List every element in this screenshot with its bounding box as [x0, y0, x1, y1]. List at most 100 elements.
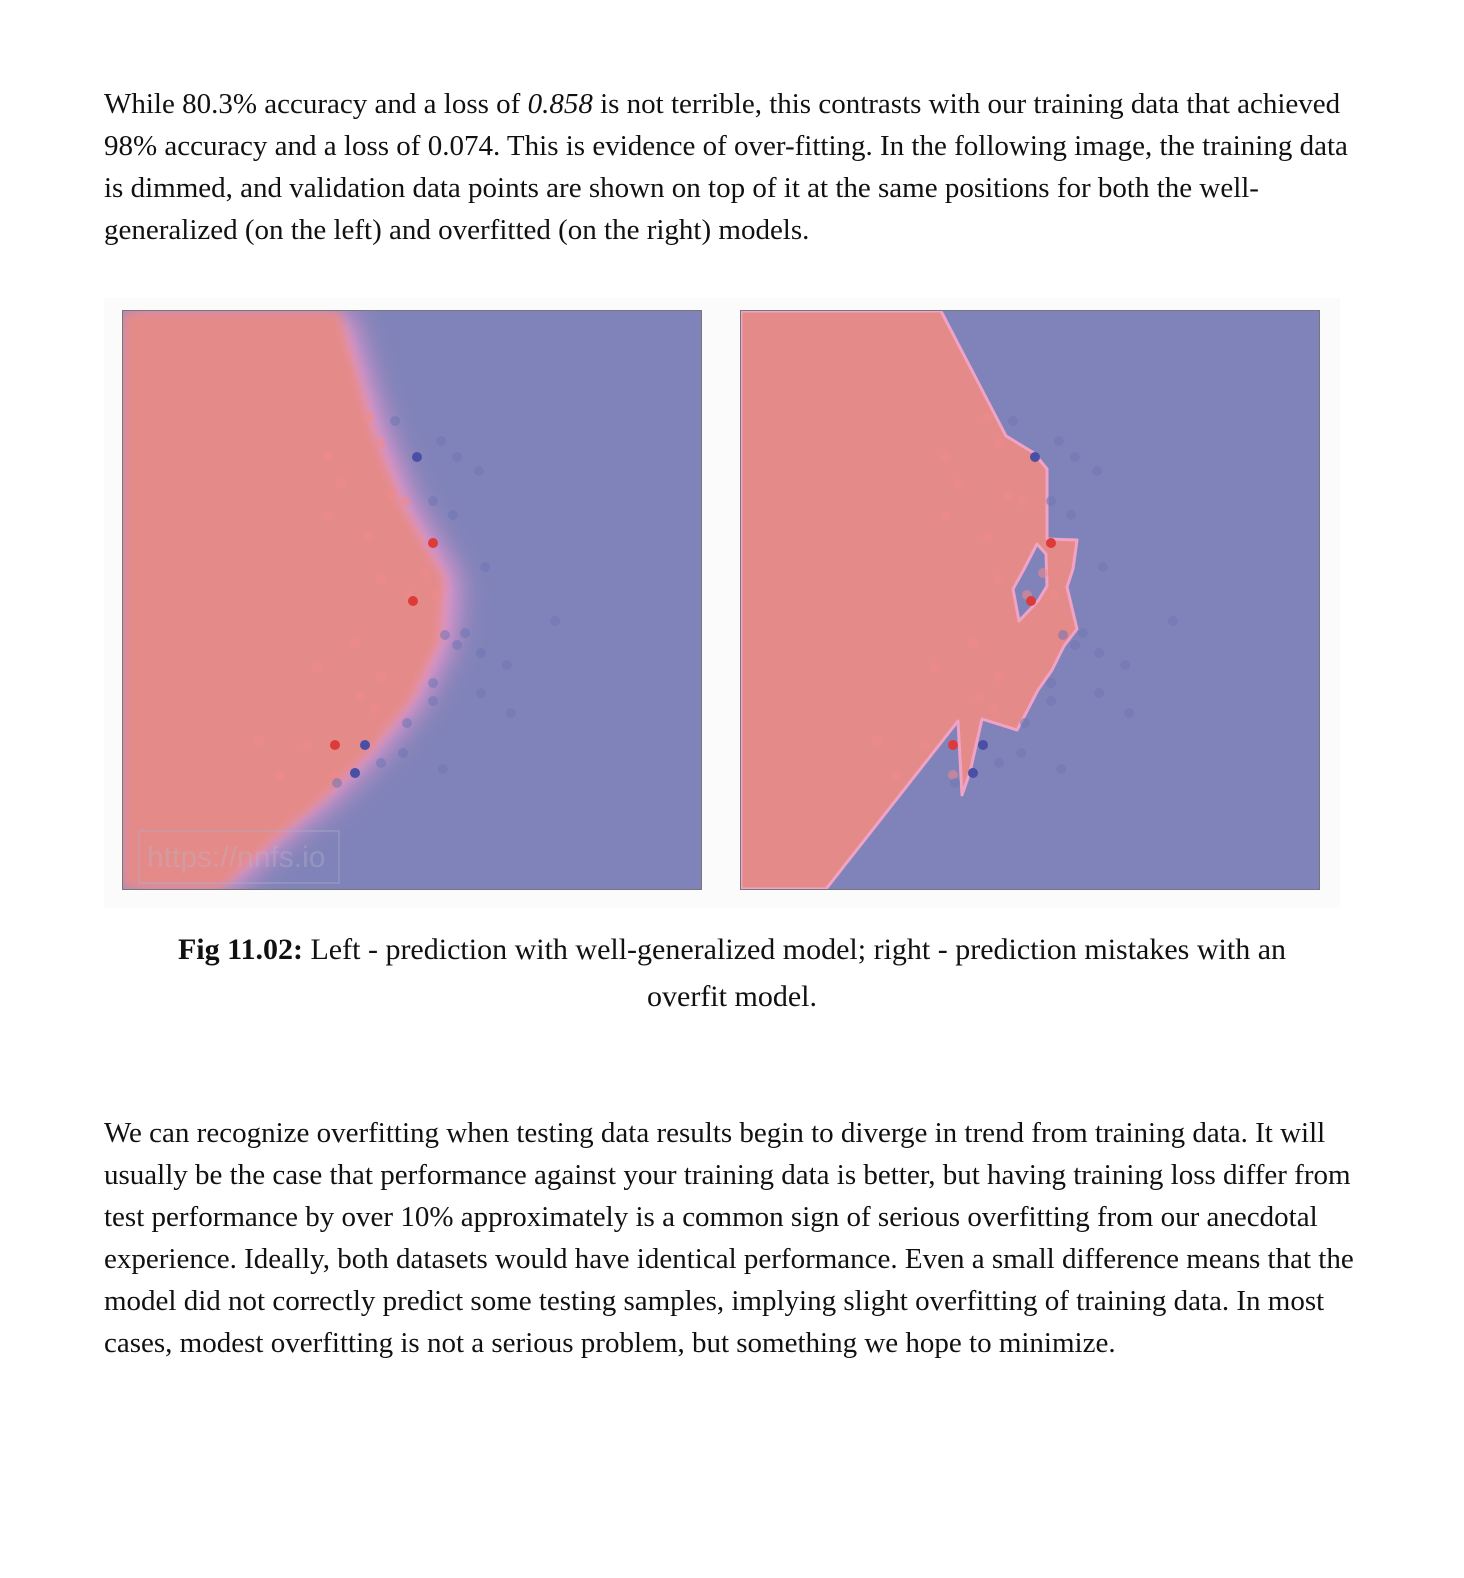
intro-paragraph-start: While 80.3% accuracy and a loss of — [104, 88, 528, 120]
validation-point-red — [330, 740, 340, 750]
training-point-red — [376, 574, 386, 584]
validation-point-red — [428, 538, 438, 548]
loss-value-italic: 0.858 — [527, 88, 593, 120]
training-point-red — [364, 412, 374, 422]
figure-label: Fig 11.02: — [177, 933, 303, 966]
training-point-blue — [390, 416, 400, 426]
training-point-blue — [1020, 718, 1030, 728]
training-point-blue — [398, 748, 408, 758]
overfitting-paragraph: We can recognize overfitting when testin… — [104, 1117, 1354, 1359]
validation-point-blue — [968, 768, 978, 778]
training-points-dimmed — [254, 412, 560, 788]
validation-point-red — [948, 740, 958, 750]
training-point-blue — [448, 510, 458, 520]
figure-caption: Fig 11.02: Left - prediction with well-g… — [140, 926, 1324, 1020]
validation-point-blue — [350, 768, 360, 778]
red-class-region — [741, 311, 1079, 889]
training-point-red — [364, 532, 374, 542]
training-point-red — [386, 490, 396, 500]
training-point-blue — [428, 496, 438, 506]
training-point-blue — [402, 718, 412, 728]
training-point-red — [370, 704, 380, 714]
training-point-blue — [950, 778, 960, 788]
training-point-red — [872, 736, 882, 746]
training-point-red — [356, 692, 366, 702]
training-point-blue — [1046, 678, 1056, 688]
training-point-blue — [1066, 510, 1076, 520]
training-point-blue — [1094, 648, 1104, 658]
training-point-red — [941, 452, 951, 462]
training-point-blue — [1070, 640, 1080, 650]
validation-point-red — [1046, 538, 1056, 548]
training-point-blue — [428, 678, 438, 688]
training-point-blue — [332, 778, 342, 788]
validation-point-red — [408, 596, 418, 606]
training-point-blue — [1054, 436, 1064, 446]
training-point-blue — [506, 708, 516, 718]
training-point-blue — [1098, 562, 1108, 572]
training-point-blue — [1094, 688, 1104, 698]
training-point-red — [336, 478, 346, 488]
overfit-model-plot — [740, 310, 1320, 890]
training-point-blue — [1078, 628, 1088, 638]
training-point-red — [420, 568, 430, 578]
training-point-blue — [438, 764, 448, 774]
training-point-red — [323, 511, 333, 521]
watermark: https://nnfs.io — [138, 830, 340, 884]
training-point-red — [1049, 590, 1059, 600]
training-point-red — [982, 532, 992, 542]
training-point-blue — [428, 696, 438, 706]
training-point-red — [376, 672, 386, 682]
training-point-blue — [376, 758, 386, 768]
training-point-red — [988, 704, 998, 714]
training-point-red — [994, 438, 1004, 448]
training-point-red — [1018, 496, 1028, 506]
training-point-blue — [460, 628, 470, 638]
training-point-red — [974, 692, 984, 702]
training-point-red — [982, 412, 992, 422]
validation-points — [330, 452, 438, 778]
training-point-red — [968, 638, 978, 648]
watermark-text: https://nnfs.io — [147, 841, 325, 874]
training-point-blue — [994, 758, 1004, 768]
training-point-red — [376, 438, 386, 448]
training-point-red — [1038, 568, 1048, 578]
training-point-blue — [1058, 630, 1068, 640]
training-point-blue — [436, 436, 446, 446]
validation-point-blue — [1030, 452, 1040, 462]
training-point-red — [323, 452, 333, 462]
validation-point-blue — [360, 740, 370, 750]
training-point-red — [892, 770, 902, 780]
training-point-red — [920, 740, 930, 750]
validation-point-red — [1026, 596, 1036, 606]
well-generalized-model-plot: https://nnfs.io — [122, 310, 702, 890]
training-point-blue — [452, 640, 462, 650]
training-point-blue — [1016, 748, 1026, 758]
training-point-red — [330, 770, 340, 780]
training-point-red — [254, 736, 264, 746]
training-point-blue — [502, 660, 512, 670]
training-point-blue — [476, 648, 486, 658]
training-point-blue — [440, 630, 450, 640]
training-point-blue — [1124, 708, 1134, 718]
training-point-blue — [476, 688, 486, 698]
well-generalized-decision-map: https://nnfs.io — [123, 311, 701, 889]
training-point-red — [954, 478, 964, 488]
training-point-blue — [1056, 764, 1066, 774]
training-point-red — [1004, 490, 1014, 500]
training-point-red — [994, 672, 1004, 682]
training-point-blue — [1008, 416, 1018, 426]
validation-point-blue — [978, 740, 988, 750]
training-point-blue — [1120, 660, 1130, 670]
training-point-blue — [452, 452, 462, 462]
training-point-red — [312, 662, 322, 672]
training-point-red — [941, 511, 951, 521]
figure-caption-text: Left - prediction with well-generalized … — [302, 933, 1287, 1013]
intro-paragraph: While 80.3% accuracy and a loss of 0.858… — [104, 83, 1354, 251]
training-point-blue — [1092, 466, 1102, 476]
training-point-red — [431, 590, 441, 600]
training-point-red — [302, 740, 312, 750]
training-point-blue — [1070, 452, 1080, 462]
validation-points — [948, 452, 1056, 778]
overfit-decision-map — [741, 311, 1319, 889]
